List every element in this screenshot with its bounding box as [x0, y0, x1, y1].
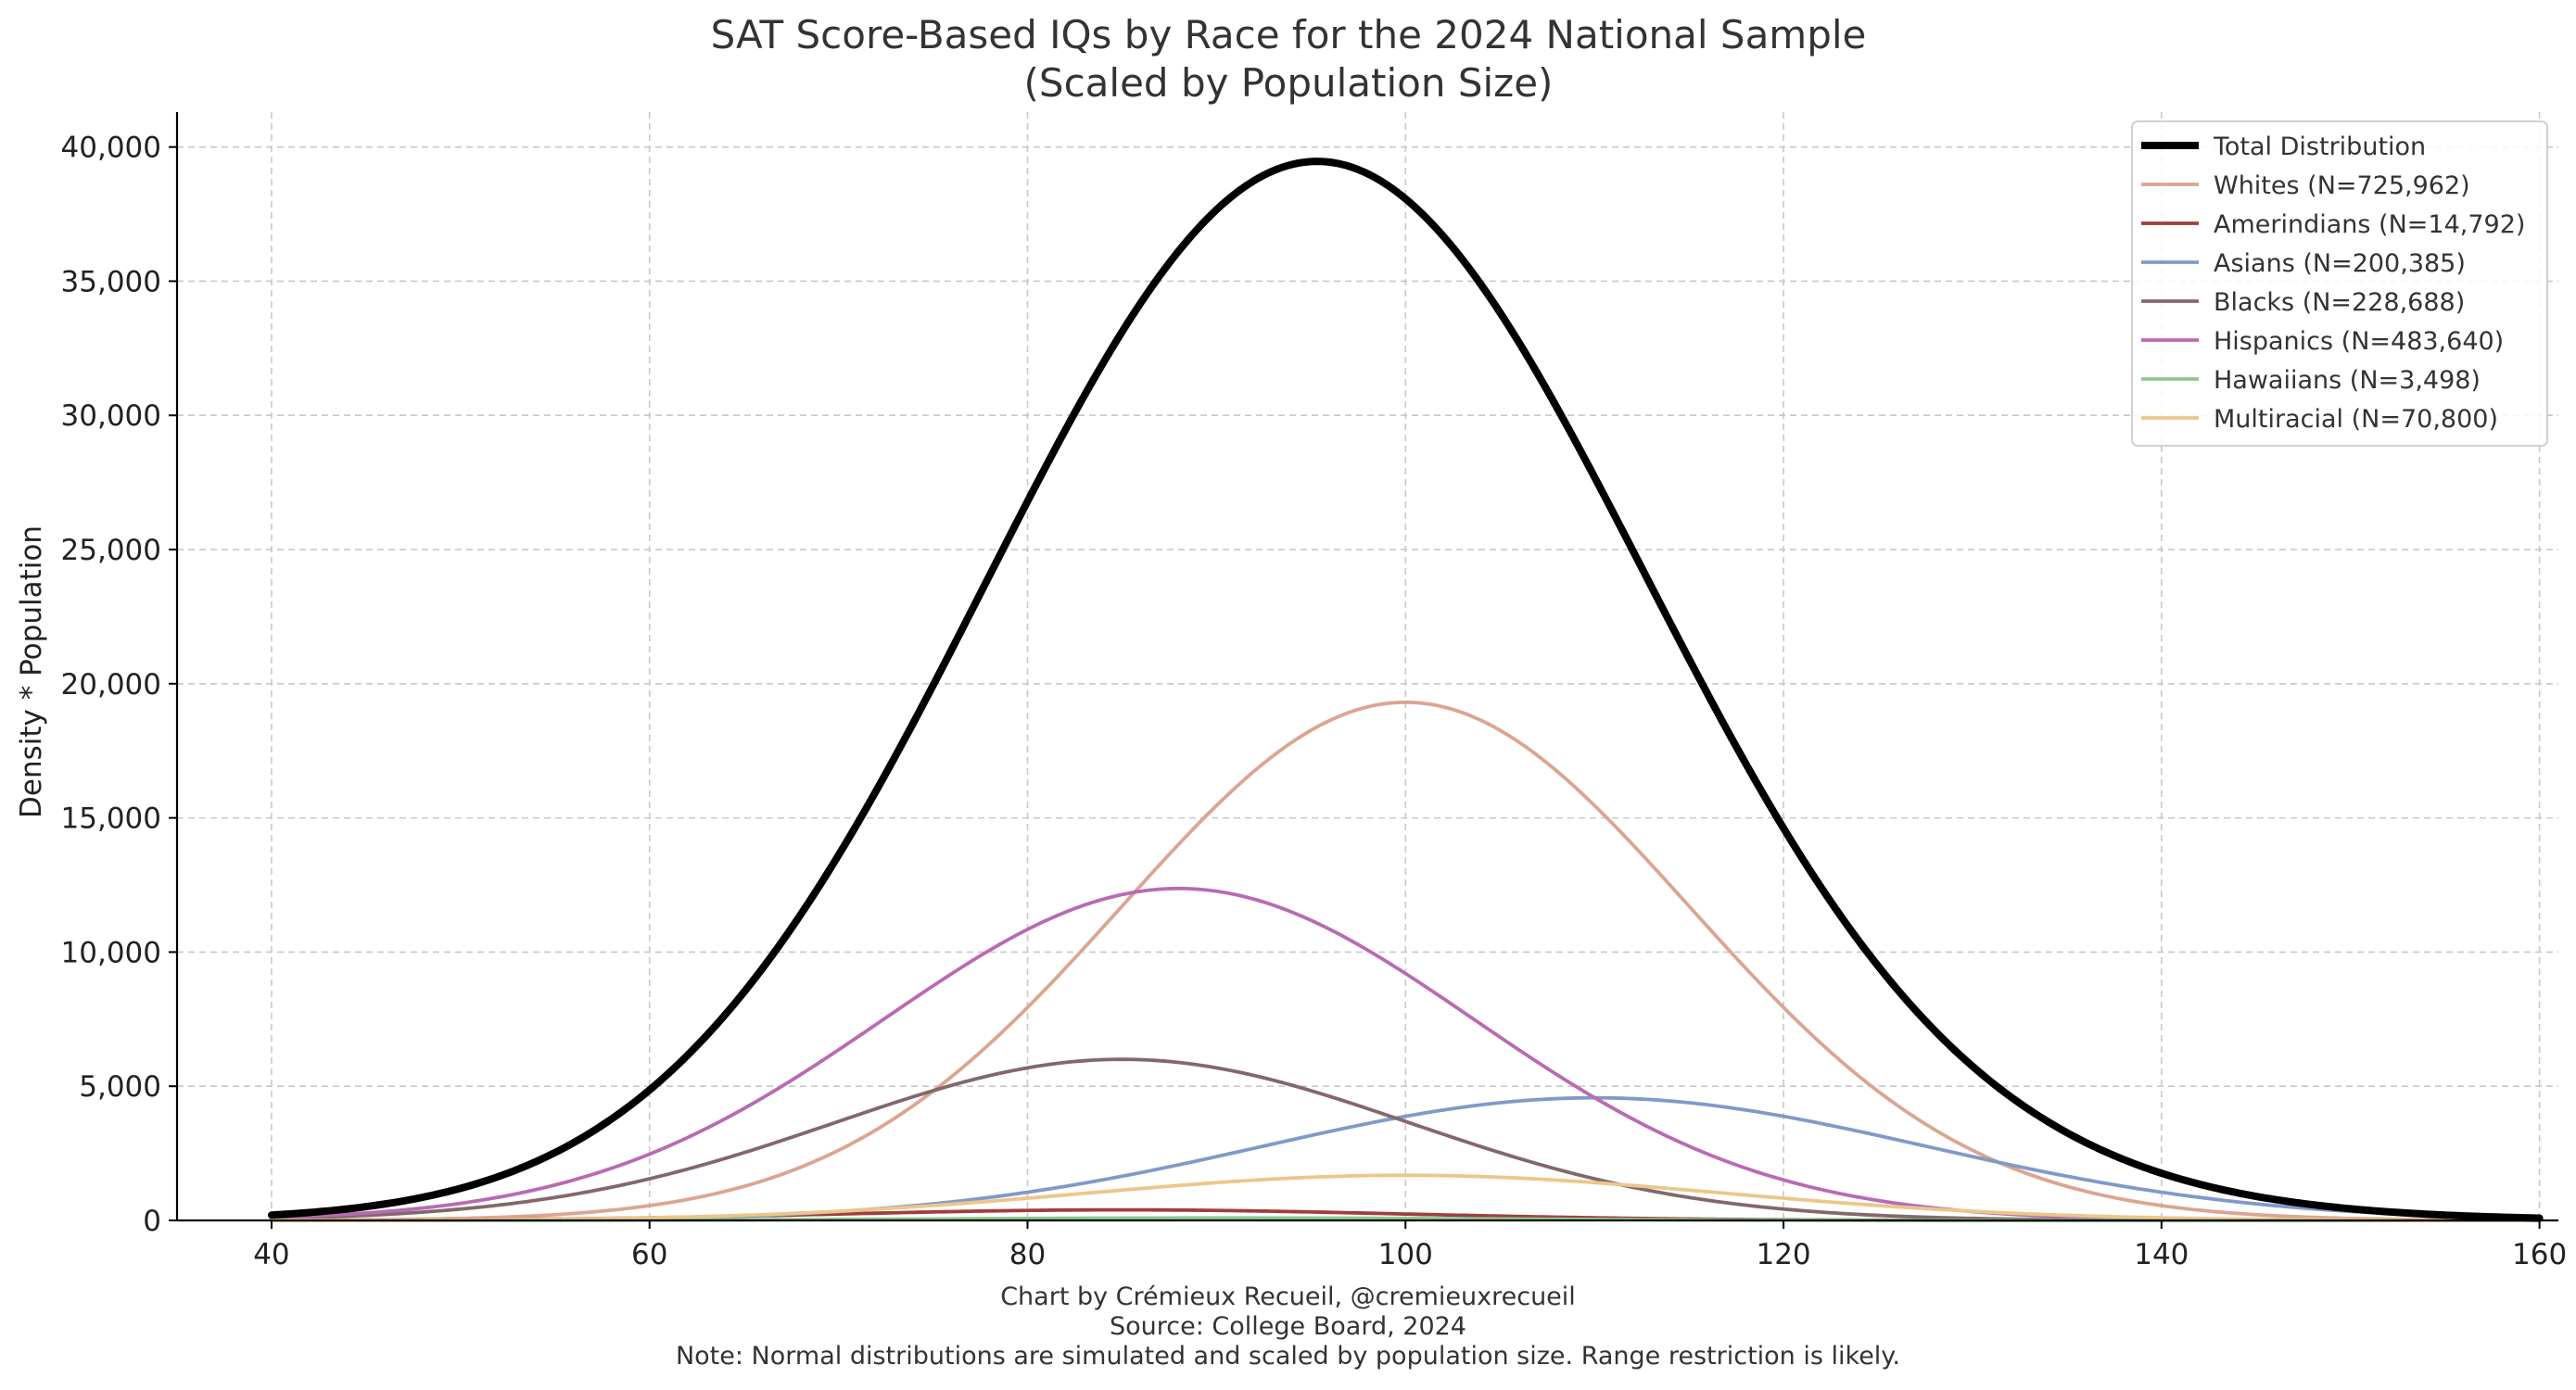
footer-credit: Chart by Crémieux Recueil, @cremieuxrecu…	[1000, 1283, 1576, 1311]
y-axis-label: Density * Population	[15, 525, 48, 818]
footer: Chart by Crémieux Recueil, @cremieuxrecu…	[0, 1283, 2576, 1371]
legend-box	[2131, 120, 2548, 447]
footer-note: Note: Normal distributions are simulated…	[675, 1342, 1901, 1371]
x-tick-label: 160	[2512, 1238, 2567, 1271]
footer-source: Source: College Board, 2024	[1110, 1312, 1466, 1341]
y-tick-label: 10,000	[61, 936, 161, 969]
axes	[169, 112, 2558, 1229]
y-tick-label: 30,000	[61, 399, 161, 433]
x-tick-label: 40	[253, 1238, 289, 1271]
series-line-multiracial	[270, 1173, 2542, 1222]
legend-entry: Total Distribution	[2213, 133, 2426, 161]
chart-subtitle: (Scaled by Population Size)	[1024, 60, 1554, 106]
series-line-total	[267, 158, 2544, 1222]
legend-entry: Amerindians (N=14,792)	[2214, 210, 2525, 239]
chart-title: SAT Score-Based IQs by Race for the 2024…	[711, 12, 1867, 57]
y-tick-label: 15,000	[61, 802, 161, 836]
x-tick-label: 100	[1378, 1238, 1433, 1271]
tick-labels: 40 60 80 100 120 140 160 0 5,000 10,000 15,000 20,0…	[61, 132, 2568, 1271]
legend-entry: Hispanics (N=483,640)	[2214, 327, 2504, 356]
y-tick-label: 35,000	[61, 265, 161, 298]
y-tick-label: 25,000	[61, 534, 161, 567]
y-tick-label: 5,000	[79, 1070, 161, 1104]
legend-entry: Hawaiians (N=3,498)	[2214, 366, 2481, 395]
x-tick-label: 80	[1009, 1238, 1046, 1271]
x-tick-label: 120	[1756, 1238, 1810, 1271]
legend-entry: Whites (N=725,962)	[2214, 171, 2470, 200]
legend-entry: Blacks (N=228,688)	[2214, 288, 2465, 317]
x-tick-label: 140	[2134, 1238, 2189, 1271]
y-tick-label: 40,000	[61, 132, 161, 165]
series-line-whites	[270, 700, 2542, 1222]
x-tick-label: 60	[631, 1238, 667, 1271]
legend: Total Distribution Whites (N=725,962) Amer…	[2131, 120, 2548, 447]
y-tick-label: 20,000	[61, 668, 161, 701]
legend-entry: Asians (N=200,385)	[2214, 249, 2466, 278]
legend-entry: Multiracial (N=70,800)	[2214, 405, 2498, 434]
y-tick-label: 0	[143, 1205, 161, 1238]
